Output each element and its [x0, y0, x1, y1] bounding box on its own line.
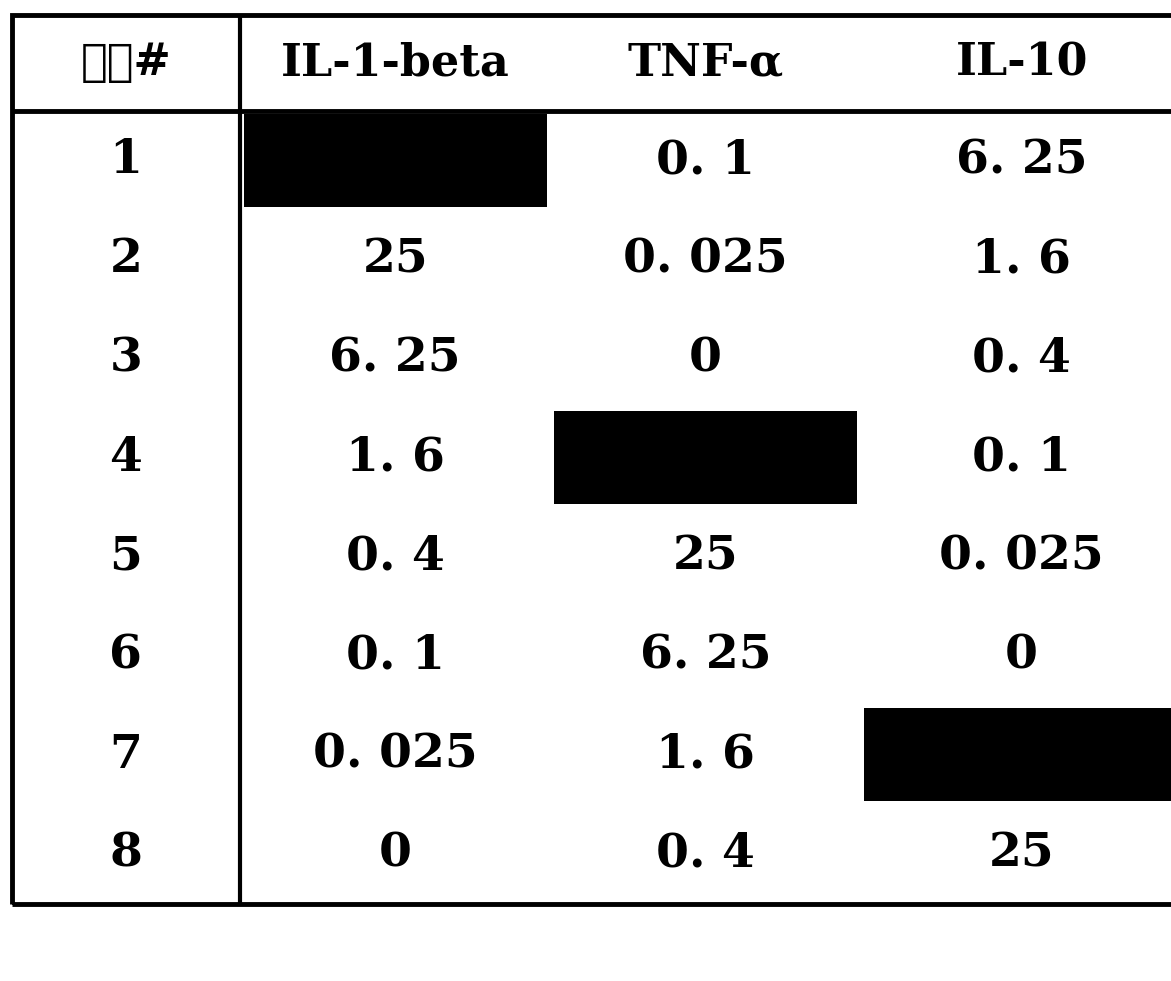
Text: 6. 25: 6. 25 — [329, 336, 461, 382]
Text: 0. 4: 0. 4 — [345, 534, 445, 580]
Text: 0. 1: 0. 1 — [656, 137, 755, 183]
Bar — [864, 708, 1171, 801]
Text: 4: 4 — [109, 435, 143, 481]
Text: 0. 025: 0. 025 — [623, 236, 788, 283]
Text: 0. 1: 0. 1 — [345, 633, 445, 679]
Text: 3: 3 — [110, 336, 142, 382]
Bar — [244, 114, 547, 207]
Bar — [554, 411, 857, 504]
Text: TNF-α: TNF-α — [628, 41, 783, 84]
Text: 25: 25 — [672, 534, 739, 580]
Text: 8: 8 — [109, 831, 143, 877]
Text: 微孔#: 微孔# — [81, 41, 171, 84]
Text: 1: 1 — [109, 137, 143, 183]
Text: 0. 025: 0. 025 — [939, 534, 1104, 580]
Text: 1. 6: 1. 6 — [656, 732, 755, 778]
Text: 6: 6 — [109, 633, 143, 679]
Text: 0. 4: 0. 4 — [972, 336, 1071, 382]
Text: 1. 6: 1. 6 — [972, 236, 1071, 283]
Text: 0: 0 — [378, 831, 412, 877]
Text: 1. 6: 1. 6 — [345, 435, 445, 481]
Text: 0. 025: 0. 025 — [313, 732, 478, 778]
Text: 6. 25: 6. 25 — [956, 137, 1088, 183]
Text: 0. 4: 0. 4 — [656, 831, 755, 877]
Text: 5: 5 — [109, 534, 143, 580]
Text: IL-10: IL-10 — [956, 41, 1088, 84]
Text: 25: 25 — [362, 236, 429, 283]
Text: 2: 2 — [109, 236, 143, 283]
Text: 0: 0 — [1005, 633, 1039, 679]
Text: 7: 7 — [109, 732, 143, 778]
Text: 25: 25 — [988, 831, 1055, 877]
Text: IL-1-beta: IL-1-beta — [281, 41, 509, 84]
Text: 6. 25: 6. 25 — [639, 633, 772, 679]
Text: 0. 1: 0. 1 — [972, 435, 1071, 481]
Text: 0: 0 — [689, 336, 723, 382]
